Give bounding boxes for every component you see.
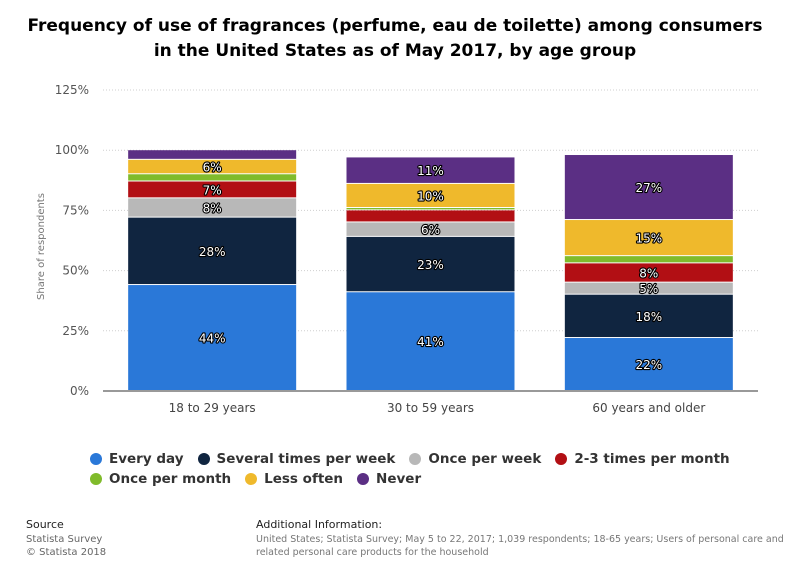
bar-segment <box>564 294 733 338</box>
y-axis-label: Share of respondents <box>36 193 47 300</box>
legend-item[interactable]: Once per month <box>90 471 231 487</box>
legend-item[interactable]: Never <box>357 471 421 487</box>
y-tick-label: 75% <box>62 203 89 217</box>
legend-label: 2-3 times per month <box>574 451 730 467</box>
legend-label: Less often <box>264 471 344 487</box>
bar-segment <box>564 282 733 294</box>
legend-swatch <box>245 473 258 485</box>
data-label: 28% <box>199 245 226 259</box>
x-tick-label: 30 to 59 years <box>387 401 474 415</box>
legend-label: Once per month <box>109 471 232 487</box>
source-heading: Source <box>26 518 64 531</box>
bar-segment <box>564 263 733 282</box>
data-label: 15% <box>635 232 662 246</box>
data-label: 6% <box>203 161 222 175</box>
legend-swatch <box>409 453 422 465</box>
bar-segment <box>346 222 515 236</box>
data-label: 41% <box>417 335 444 349</box>
source-name[interactable]: Statista Survey <box>26 534 103 545</box>
legend-item[interactable]: Once per week <box>409 451 541 467</box>
data-label: 8% <box>203 201 222 215</box>
bar-segment <box>128 174 297 181</box>
x-tick-label: 18 to 29 years <box>169 401 256 415</box>
bar-segment <box>128 150 297 159</box>
legend-label: Every day <box>109 451 184 467</box>
bar-segment <box>346 236 515 292</box>
data-label: 22% <box>635 358 662 372</box>
y-tick-label: 125% <box>55 83 89 97</box>
data-label: 6% <box>421 223 440 237</box>
bar-segment <box>564 256 733 263</box>
bar-segment <box>564 220 733 256</box>
additional-info-text: United States; Statista Survey; May 5 to… <box>256 534 784 558</box>
bar-segment <box>346 210 515 222</box>
y-tick-label: 100% <box>55 143 89 157</box>
x-tick-label: 60 years and older <box>592 401 705 415</box>
legend-swatch <box>555 453 568 465</box>
data-label: 7% <box>203 183 222 197</box>
legend-item[interactable]: 2-3 times per month <box>555 451 730 467</box>
legend-item[interactable]: Every day <box>90 451 184 467</box>
bar-segment <box>128 159 297 174</box>
data-label: 27% <box>635 181 662 195</box>
additional-info-block: Additional Information: United States; S… <box>256 518 790 559</box>
legend-item[interactable]: Several times per week <box>197 451 396 467</box>
bar-segment <box>128 285 297 390</box>
bar-segment <box>564 155 733 220</box>
legend-label: Once per week <box>428 451 542 467</box>
y-tick-label: 0% <box>70 384 89 398</box>
legend-label: Never <box>376 471 422 487</box>
bar-segment <box>346 183 515 207</box>
source-block: Source Statista Survey © Statista 2018 <box>26 518 106 559</box>
y-tick-label: 25% <box>62 324 89 338</box>
legend-item[interactable]: Less often <box>245 471 343 487</box>
bar-segment <box>346 292 515 390</box>
chart-title: Frequency of use of fragrances (perfume,… <box>27 16 763 61</box>
data-label: 10% <box>417 189 444 203</box>
legend-row: Once per month Less often Never <box>90 469 780 489</box>
data-label: 23% <box>417 258 444 272</box>
legend-swatch <box>90 453 102 465</box>
legend-swatch <box>90 473 102 485</box>
legend-swatch <box>197 453 210 465</box>
data-label: 11% <box>417 164 444 178</box>
bar-segment <box>346 157 515 183</box>
stacked-bar-chart: 0% 25% 50% 75% 100% 125% Share of respondents 4… <box>36 83 758 415</box>
data-label: 5% <box>639 282 658 296</box>
bar-segment <box>564 338 733 390</box>
legend-row: Every day Several times per week Once per … <box>90 449 780 469</box>
data-label: 8% <box>639 267 658 281</box>
y-tick-label: 50% <box>62 264 89 278</box>
bar-segment <box>128 198 297 217</box>
data-label: 44% <box>199 332 226 346</box>
bar-segment <box>346 207 515 210</box>
legend-label: Several times per week <box>216 451 396 467</box>
additional-info-heading[interactable]: Additional Information: <box>256 518 383 531</box>
data-label: 18% <box>635 310 662 324</box>
legend-swatch <box>357 473 370 485</box>
chart-legend: Every day Several times per week Once per … <box>90 449 780 489</box>
copyright: © Statista 2018 <box>26 547 107 558</box>
bar-segment <box>128 181 297 198</box>
bar-segment <box>128 217 297 285</box>
